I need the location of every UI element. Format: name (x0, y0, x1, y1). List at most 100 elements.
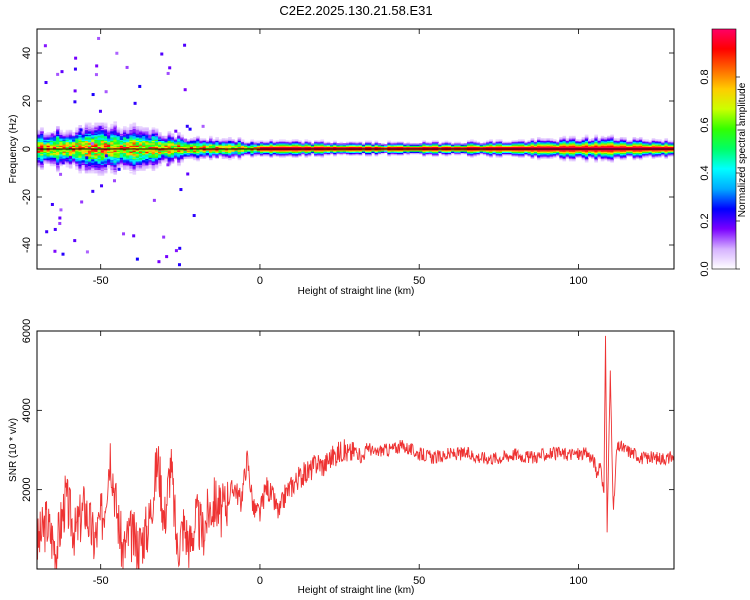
heatmap-cell (161, 135, 165, 138)
heatmap-cell (304, 143, 309, 145)
heatmap-cell (409, 143, 414, 145)
heatmap-cell (498, 153, 503, 156)
heatmap-cell (575, 152, 579, 155)
heatmap-cell (164, 143, 168, 145)
heatmap-cell (40, 157, 44, 159)
heatmap-cell (285, 150, 290, 152)
colorbar-tick-label: 0.2 (699, 213, 711, 228)
heatmap-cell (635, 157, 640, 159)
heatmap-cell (635, 146, 640, 149)
heatmap-cell (540, 145, 544, 147)
heatmap-cell (189, 152, 194, 155)
heatmap-cell (126, 127, 130, 129)
heatmap-cell (91, 131, 95, 133)
heatmap-cell (116, 133, 121, 135)
heatmap-cell (189, 143, 194, 145)
heatmap-cell (234, 151, 239, 153)
heatmap-cell (142, 168, 146, 170)
heatmap-cell (559, 149, 563, 151)
heatmap-cell (556, 143, 560, 145)
heatmap-cell (183, 155, 188, 157)
heatmap-cell (661, 150, 665, 152)
heatmap-cell (228, 139, 232, 141)
heatmap-cell (177, 163, 181, 165)
heatmap-cell (189, 155, 194, 157)
heatmap-cell (546, 153, 551, 156)
heatmap-cell (588, 146, 592, 149)
heatmap-cell (110, 127, 114, 129)
heatmap-cell (310, 144, 315, 146)
heatmap-cell (37, 155, 41, 157)
heatmap-cell (218, 143, 223, 145)
heatmap-cell (215, 141, 219, 144)
heatmap-cell (629, 149, 633, 151)
heatmap-cell (572, 138, 576, 140)
heatmap-cell (46, 137, 51, 139)
heatmap-cell (173, 137, 178, 139)
heatmap-cell (358, 143, 363, 145)
heatmap-cell (116, 135, 121, 138)
heatmap-cell (584, 157, 589, 159)
heatmap-cell (212, 149, 216, 151)
heatmap-cell (521, 153, 525, 156)
heatmap-cell (635, 151, 640, 153)
heatmap-cell (116, 140, 121, 143)
heatmap-cell (78, 141, 82, 144)
heatmap-cell (588, 150, 592, 152)
heatmap-cell (654, 150, 659, 152)
heatmap-cell (594, 157, 598, 159)
heatmap-cell (600, 156, 605, 158)
heatmap-cell (113, 126, 118, 128)
heatmap-cell (314, 151, 318, 153)
heatmap-cell (635, 144, 640, 146)
heatmap-cell (132, 152, 137, 155)
heatmap-cell (307, 146, 312, 149)
heatmap-cell (199, 149, 204, 151)
heatmap-cell (62, 153, 67, 156)
heatmap-cell (189, 144, 194, 146)
heatmap-cell (623, 157, 627, 159)
heatmap-cell (317, 143, 321, 145)
heatmap-cell (565, 153, 570, 156)
heatmap-cell (46, 152, 51, 155)
heatmap-cell (132, 125, 137, 127)
heatmap-cell (244, 149, 248, 151)
heatmap-cell (205, 143, 210, 145)
heatmap-cell (559, 158, 563, 161)
heatmap-cell (320, 151, 325, 153)
heatmap-cell (215, 149, 219, 151)
heatmap-cell (142, 163, 146, 165)
heatmap-cell (72, 159, 76, 162)
heatmap-cell (616, 143, 621, 145)
heatmap-cell (81, 158, 86, 161)
heatmap-cell (336, 151, 340, 153)
heatmap-cell (142, 138, 146, 140)
heatmap-cell (237, 139, 242, 141)
heatmap-cell (422, 150, 426, 152)
heatmap-cell (84, 151, 89, 153)
heatmap-cell (495, 155, 500, 157)
heatmap-cell (158, 164, 162, 167)
heatmap-cell (670, 155, 674, 157)
heatmap-cell (183, 146, 188, 149)
heatmap-cell (632, 141, 637, 144)
heatmap-cell (167, 145, 172, 147)
heatmap-cell (170, 140, 175, 143)
heatmap-cell (65, 164, 70, 167)
heatmap-cell (645, 146, 649, 149)
heatmap-cell (40, 128, 44, 131)
heatmap-cell (549, 140, 554, 143)
heatmap-cell (97, 131, 102, 133)
heatmap-cell (460, 149, 465, 151)
heatmap-cell (189, 153, 194, 156)
heatmap-cell (629, 155, 633, 157)
heatmap-cell (49, 139, 54, 141)
heatmap-cell (224, 150, 229, 152)
heatmap-cell (122, 140, 127, 143)
heatmap-cell (623, 153, 627, 156)
heatmap-cell (193, 143, 197, 145)
heatmap-cell (556, 151, 560, 153)
heatmap-cell (142, 144, 146, 146)
heatmap-cell (154, 133, 159, 135)
heatmap-cell (632, 144, 637, 146)
